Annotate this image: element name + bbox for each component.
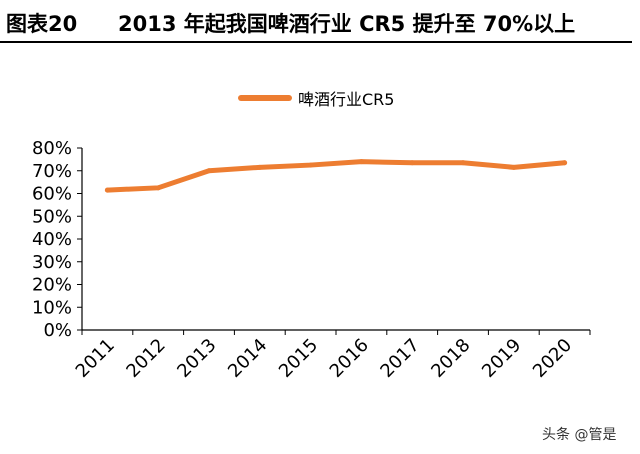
data-point [308,162,314,168]
x-tick-label: 2015 [275,335,322,382]
data-point [257,164,263,170]
data-point [562,160,568,166]
y-tick-label: 30% [32,252,72,273]
x-tick-label: 2012 [122,335,169,382]
chart-legend: 啤酒行业CR5 [238,86,394,110]
data-point [358,159,364,165]
data-point [206,168,212,174]
figure-header: 图表20 2013 年起我国啤酒行业 CR5 提升至 70%以上 [0,0,640,44]
y-tick-label: 50% [32,206,72,227]
x-tick-label: 2019 [478,335,525,382]
x-tick-label: 2014 [224,335,271,382]
y-tick-label: 70% [32,161,72,182]
data-point [409,160,415,166]
x-tick-label: 2016 [326,335,373,382]
x-tick-label: 2017 [376,335,423,382]
y-tick-label: 80% [32,138,72,159]
data-point [155,185,161,191]
header-divider [0,41,632,43]
data-point [104,187,110,193]
y-tick-label: 60% [32,184,72,205]
figure-title: 2013 年起我国啤酒行业 CR5 提升至 70%以上 [118,12,576,36]
data-point [460,160,466,166]
x-tick-label: 2020 [529,335,576,382]
series-line [104,159,568,193]
x-tick-label: 2018 [427,335,474,382]
watermark: 头条 @管是 [542,427,617,443]
data-point [511,164,517,170]
x-tick-label: 2013 [173,335,220,382]
y-tick-label: 20% [32,275,72,296]
legend-swatch [238,95,292,101]
x-tick-label: 2011 [72,335,119,382]
y-tick-label: 40% [32,229,72,250]
y-tick-label: 0% [43,320,72,341]
y-tick-label: 10% [32,297,72,318]
figure-label: 图表20 [6,12,78,36]
legend-label: 啤酒行业CR5 [298,90,395,109]
